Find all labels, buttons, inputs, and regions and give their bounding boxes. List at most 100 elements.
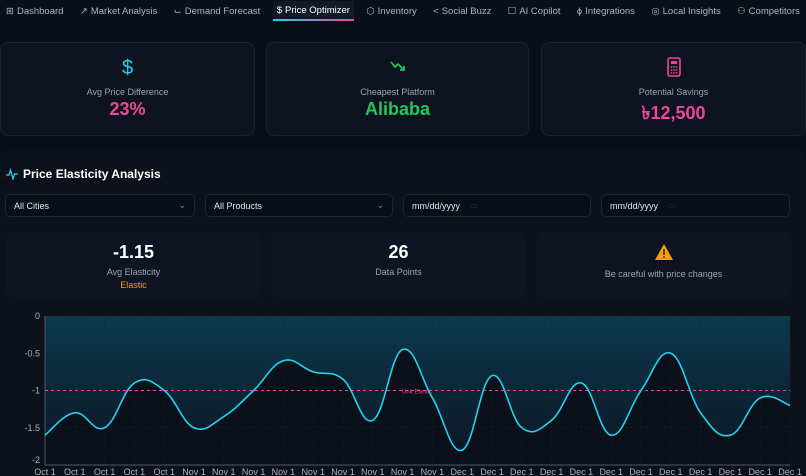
x-tick-label: Dec 1 bbox=[748, 467, 772, 476]
card-value: 23% bbox=[109, 99, 146, 119]
card-label: Potential Savings bbox=[638, 87, 709, 97]
x-tick-label: Dec 1 bbox=[599, 467, 623, 476]
elasticity-chart: 0 -0.5 -1 -1.5 -2 Oct 1 Oct 1 Oct 1 Oct 1 Oct 1 No… bbox=[24, 311, 802, 476]
card-value: Alibaba bbox=[364, 99, 430, 119]
y-tick-label: -1 bbox=[32, 386, 40, 396]
chevron-down-icon: ⌄ bbox=[178, 200, 186, 210]
stat-label: Data Points bbox=[375, 267, 422, 277]
x-tick-label: Dec 1 bbox=[510, 467, 534, 476]
avg-elasticity-stat: -1.15 Avg Elasticity Elastic bbox=[6, 232, 261, 298]
tab-demand-forecast[interactable]: ⌙ Demand Forecast bbox=[170, 1, 264, 21]
calculator-icon bbox=[542, 57, 805, 79]
x-tick-label: Dec 1 bbox=[540, 467, 564, 476]
elasticity-tag: Elastic bbox=[120, 280, 147, 290]
tab-inventory[interactable]: ⬡ Inventory bbox=[362, 1, 420, 21]
tab-dashboard[interactable]: ⊞ Dashboard bbox=[2, 1, 67, 21]
x-tick-label: Dec 1 bbox=[570, 467, 594, 476]
start-date-input[interactable]: mm/dd/yyyy ▭ bbox=[403, 194, 591, 217]
stat-value: -1.15 bbox=[112, 242, 155, 262]
line-chart-icon: ⌙ bbox=[173, 5, 182, 17]
section-title-text: Price Elasticity Analysis bbox=[23, 167, 161, 181]
dollar-icon: $ bbox=[121, 57, 134, 79]
city-select[interactable]: All Cities ⌄ bbox=[5, 194, 195, 217]
warning-text: Be careful with price changes bbox=[604, 269, 723, 279]
elasticity-line bbox=[44, 348, 791, 451]
x-tick-label: Dec 1 bbox=[659, 467, 683, 476]
city-select-value: All Cities bbox=[14, 200, 50, 211]
tab-label: Local Insights bbox=[662, 5, 721, 17]
tab-label: Integrations bbox=[585, 5, 635, 17]
y-tick-label: 0 bbox=[35, 311, 40, 321]
product-select-value: All Products bbox=[214, 200, 263, 211]
calendar-icon[interactable]: ▭ bbox=[668, 201, 676, 210]
card-label: Avg Price Difference bbox=[86, 87, 169, 97]
top-nav: ⊞ Dashboard ↗ Market Analysis ⌙ Demand Foreca… bbox=[0, 0, 806, 22]
tab-label: Market Analysis bbox=[90, 5, 158, 17]
plug-icon: ϕ bbox=[576, 5, 583, 17]
tab-market-analysis[interactable]: ↗ Market Analysis bbox=[76, 1, 162, 21]
tab-label: Price Optimizer bbox=[285, 4, 350, 16]
x-tick-label: Oct 1 bbox=[94, 467, 116, 476]
x-tick-label: Oct 1 bbox=[124, 467, 146, 476]
avg-price-difference-card: $ Avg Price Difference 23% bbox=[0, 42, 255, 136]
y-tick-label: -0.5 bbox=[24, 348, 40, 358]
section-title: Price Elasticity Analysis bbox=[6, 167, 161, 181]
x-tick-label: Nov 1 bbox=[331, 467, 355, 476]
x-tick-label: Nov 1 bbox=[391, 467, 415, 476]
x-tick-label: Oct 1 bbox=[64, 467, 86, 476]
tab-label: Competitors bbox=[748, 5, 800, 17]
potential-savings-card: Potential Savings ৳12,500 bbox=[541, 42, 806, 136]
activity-icon bbox=[6, 168, 18, 180]
trend-down-icon bbox=[267, 57, 528, 79]
x-tick-label: Nov 1 bbox=[361, 467, 385, 476]
x-tick-label: Nov 1 bbox=[421, 467, 445, 476]
x-tick-label: Nov 1 bbox=[301, 467, 325, 476]
map-pin-icon: ◎ bbox=[651, 5, 660, 17]
tab-label: Dashboard bbox=[16, 5, 64, 17]
tab-label: Social Buzz bbox=[441, 5, 492, 17]
tab-local-insights[interactable]: ◎ Local Insights bbox=[647, 1, 724, 21]
x-tick-label: Dec 1 bbox=[450, 467, 474, 476]
x-tick-label: Dec 1 bbox=[480, 467, 504, 476]
tab-price-optimizer[interactable]: $ Price Optimizer bbox=[272, 1, 354, 21]
tab-integrations[interactable]: ϕ Integrations bbox=[573, 1, 639, 21]
stat-value: 26 bbox=[388, 242, 409, 262]
card-label: Cheapest Platform bbox=[360, 87, 435, 97]
x-tick-label: Dec 1 bbox=[689, 467, 713, 476]
tab-ai-copilot[interactable]: ☐ AI Copilot bbox=[504, 1, 565, 21]
chevron-down-icon: ⌄ bbox=[376, 200, 384, 210]
x-tick-label: Nov 1 bbox=[182, 467, 206, 476]
grid-icon: ⊞ bbox=[6, 5, 14, 17]
end-date-input[interactable]: mm/dd/yyyy ▭ bbox=[601, 194, 790, 217]
x-tick-label: Dec 1 bbox=[778, 467, 802, 476]
cheapest-platform-card: Cheapest Platform Alibaba bbox=[266, 42, 529, 136]
tab-label: AI Copilot bbox=[519, 5, 561, 17]
share-icon: < bbox=[433, 5, 439, 17]
y-tick-label: -1.5 bbox=[24, 423, 40, 433]
warning-icon bbox=[536, 243, 791, 266]
trend-up-icon: ↗ bbox=[79, 5, 88, 17]
tab-competitors[interactable]: ⚇ Competitors bbox=[733, 1, 804, 21]
tab-label: Inventory bbox=[377, 5, 417, 17]
dollar-icon: $ bbox=[276, 4, 282, 16]
end-date-placeholder: mm/dd/yyyy bbox=[610, 200, 659, 211]
users-icon: ⚇ bbox=[737, 5, 746, 17]
x-tick-label: Nov 1 bbox=[212, 467, 236, 476]
warning-stat: Be careful with price changes bbox=[536, 232, 791, 298]
tab-social-buzz[interactable]: < Social Buzz bbox=[429, 1, 495, 21]
start-date-placeholder: mm/dd/yyyy bbox=[412, 200, 461, 211]
x-tick-label: Oct 1 bbox=[34, 467, 56, 476]
card-value: ৳12,500 bbox=[641, 103, 706, 123]
unit-elastic-label: Unit Elastic bbox=[402, 390, 432, 396]
x-tick-label: Nov 1 bbox=[242, 467, 266, 476]
y-tick-label: -2 bbox=[32, 455, 40, 465]
stat-label: Avg Elasticity bbox=[106, 267, 161, 277]
x-tick-label: Nov 1 bbox=[272, 467, 296, 476]
x-tick-label: Oct 1 bbox=[153, 467, 175, 476]
product-select[interactable]: All Products ⌄ bbox=[205, 194, 393, 217]
calendar-icon[interactable]: ▭ bbox=[470, 201, 478, 210]
package-icon: ⬡ bbox=[366, 5, 375, 17]
area-fill bbox=[45, 316, 790, 451]
x-tick-label: Dec 1 bbox=[629, 467, 653, 476]
x-tick-label: Dec 1 bbox=[719, 467, 743, 476]
